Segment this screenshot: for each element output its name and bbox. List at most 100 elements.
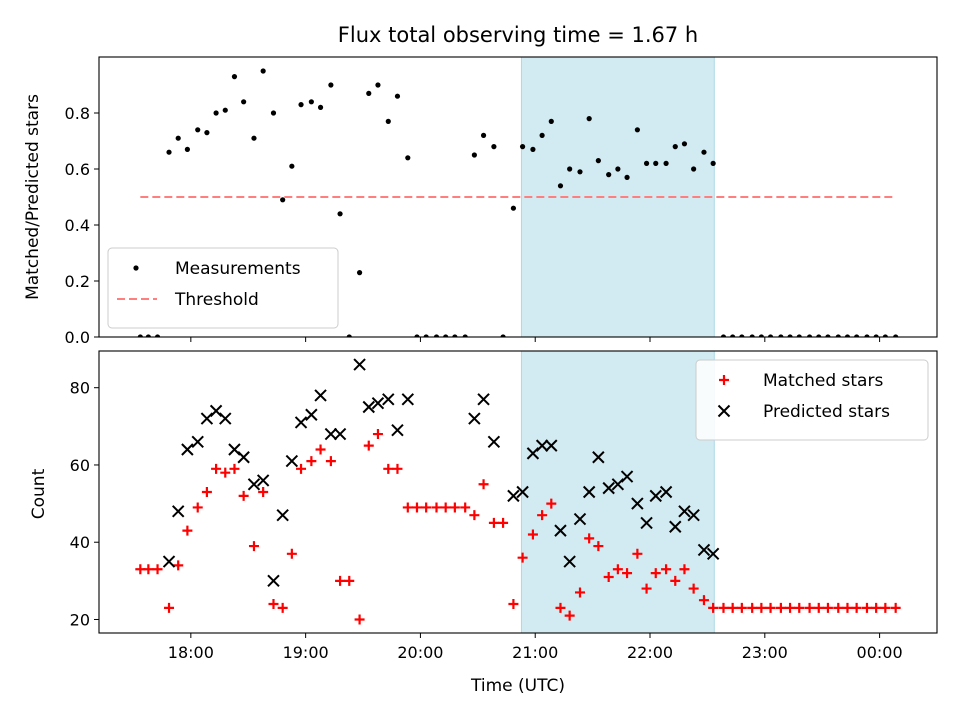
measurements-point: [624, 174, 630, 180]
measurements-point: [653, 160, 659, 166]
y-tick-label: 0.0: [65, 328, 90, 347]
measurements-point: [882, 334, 888, 337]
matched-stars-point: [822, 602, 833, 613]
predicted-stars-point: [477, 393, 490, 406]
matched-stars-point: [861, 602, 872, 613]
x-tick-label: 00:00: [857, 643, 903, 662]
matched-stars-point: [182, 525, 193, 536]
predicted-stars-point: [294, 416, 308, 429]
measurements-point: [893, 334, 899, 337]
predicted-stars-point: [191, 435, 204, 448]
matched-stars-point: [238, 490, 249, 501]
measurements-point: [557, 183, 564, 189]
matched-stars-point: [469, 510, 480, 521]
matched-stars-point: [402, 502, 413, 513]
measurements-point: [643, 160, 650, 166]
matched-stars-point: [248, 541, 259, 552]
predicted-stars-point: [487, 435, 501, 448]
measurements-point: [730, 334, 736, 337]
predicted-stars-point: [333, 427, 347, 441]
measurements-point: [204, 130, 210, 136]
matched-stars-point: [277, 602, 288, 613]
matched-stars-point: [555, 602, 566, 613]
y-tick-label: 0.8: [65, 104, 90, 123]
measurements-point: [337, 211, 343, 217]
measurements-point: [260, 68, 266, 74]
matched-stars-point: [449, 502, 460, 513]
matched-stars-point: [813, 602, 824, 613]
matched-stars-point: [546, 498, 557, 509]
matched-stars-point: [363, 440, 374, 451]
measurements-point: [423, 334, 429, 337]
matched-stars-point: [325, 456, 336, 467]
measurements-point: [720, 334, 727, 337]
measurements-point: [394, 93, 401, 99]
y-axis-label-bottom: Count: [29, 468, 49, 519]
predicted-stars-point: [276, 508, 289, 522]
matched-stars-point: [622, 568, 633, 579]
measurements-point: [595, 158, 601, 164]
measurements-point: [471, 152, 477, 158]
matched-stars-point: [201, 487, 212, 497]
matched-stars-point: [564, 610, 575, 621]
y-tick-label: 0.4: [65, 216, 90, 235]
matched-stars-point: [785, 602, 796, 613]
measurements-point: [567, 166, 573, 172]
measurements-point: [548, 118, 554, 124]
predicted-stars-point: [659, 485, 673, 499]
panel-1: 0.0 0.2 0.4 0.6 0.8 Measurements Threshold: [65, 56, 938, 347]
measurements-point: [873, 334, 879, 337]
matched-stars-point: [650, 568, 661, 579]
predicted-stars-point: [362, 400, 375, 414]
measurements-point: [701, 149, 707, 155]
predicted-stars-point: [285, 454, 299, 468]
measurements-point: [405, 155, 411, 161]
axes-frame: [98, 350, 938, 634]
predicted-stars-point: [535, 439, 549, 452]
predicted-stars-point: [305, 408, 318, 421]
legend-label-predicted-stars: Predicted stars: [763, 402, 890, 422]
matched-stars-point: [296, 463, 307, 474]
matched-stars-point: [173, 560, 184, 571]
matched-stars-point: [268, 599, 279, 610]
measurements-point: [289, 163, 295, 169]
matched-stars-point: [460, 502, 471, 513]
y-tick-label: 0.2: [65, 272, 90, 291]
predicted-stars-point: [247, 478, 261, 491]
matched-stars-point: [833, 602, 844, 613]
matched-stars-point: [354, 614, 365, 625]
measurements-point: [767, 334, 774, 337]
matched-stars-point: [286, 548, 297, 559]
measurements-point: [346, 334, 352, 337]
chart-title: Flux total observing time = 1.67 h: [338, 23, 698, 47]
measurements-point: [375, 82, 381, 88]
matched-stars-point: [164, 602, 175, 613]
predicted-stars-point: [237, 451, 250, 464]
matched-stars-point: [718, 602, 729, 613]
matched-stars-point: [488, 517, 499, 528]
predicted-stars-point: [602, 481, 615, 495]
measurements-point: [491, 144, 497, 150]
measurements-point: [270, 110, 277, 116]
matched-stars-point: [440, 502, 451, 513]
legend-marker-predicted-stars: [717, 404, 731, 418]
predicted-stars-point: [516, 485, 529, 499]
predicted-stars-point: [697, 543, 711, 557]
matched-stars-point: [612, 564, 623, 575]
measurements-point: [175, 135, 181, 141]
highlight-span: [521, 351, 715, 633]
matched-stars-point: [698, 595, 709, 606]
measurements-point: [462, 334, 468, 337]
measurements-point: [317, 104, 324, 110]
matched-stars-point: [593, 541, 604, 552]
legend-marker-matched-stars: [719, 375, 729, 385]
measurements-point: [519, 144, 526, 150]
legend: Measurements Threshold: [107, 247, 339, 329]
predicted-stars-point: [209, 404, 223, 418]
measurements-point: [154, 334, 161, 337]
measurements-point: [844, 334, 851, 337]
matched-stars-point: [871, 602, 882, 613]
matched-stars-point: [478, 479, 489, 490]
measurements-point: [137, 334, 143, 337]
matched-stars-point: [747, 602, 758, 613]
